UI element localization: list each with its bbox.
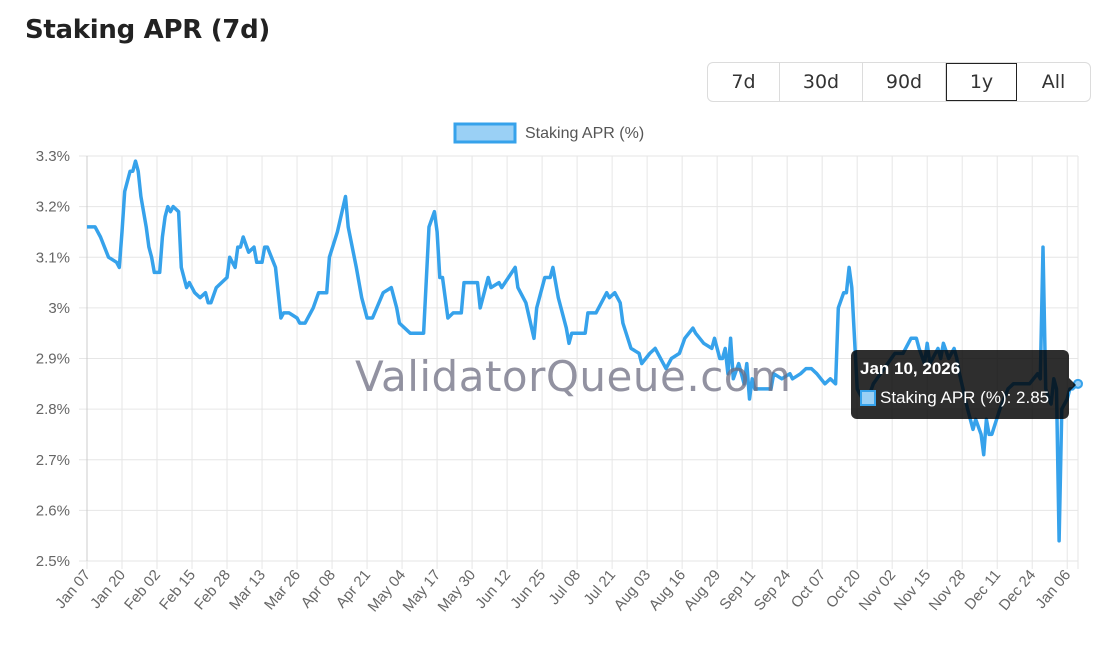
x-tick-label: Nov 15 <box>891 567 935 614</box>
time-range-selector: 7d 30d 90d 1y All <box>707 62 1091 102</box>
y-tick-label: 2.6% <box>36 502 70 519</box>
range-button-7d[interactable]: 7d <box>708 63 780 101</box>
y-tick-label: 3.3% <box>36 148 70 165</box>
x-tick-label: Mar 26 <box>261 567 304 614</box>
range-button-90d[interactable]: 90d <box>863 63 946 101</box>
x-tick-label: Sep 24 <box>751 567 795 614</box>
y-tick-label: 3.1% <box>36 249 70 266</box>
x-tick-label: Aug 29 <box>681 567 725 614</box>
y-tick-label: 2.9% <box>36 351 70 368</box>
x-tick-label: Sep 11 <box>716 567 759 614</box>
range-button-all[interactable]: All <box>1041 71 1066 93</box>
range-button-1y[interactable]: 1y <box>946 63 1017 101</box>
page-title: Staking APR (7d) <box>25 15 270 45</box>
x-tick-label: Nov 28 <box>926 567 970 614</box>
x-tick-label: Jun 12 <box>472 567 514 612</box>
x-tick-label: Jan 06 <box>1032 567 1074 612</box>
x-tick-label: Mar 13 <box>226 567 269 614</box>
x-tick-label: Aug 16 <box>646 567 690 614</box>
y-tick-label: 3% <box>48 300 70 317</box>
y-tick-label: 3.2% <box>36 199 70 216</box>
x-tick-label: Nov 02 <box>856 567 900 614</box>
chart-tooltip: Jan 10, 2026 Staking APR (%): 2.85 <box>851 350 1076 419</box>
x-tick-label: May 30 <box>435 567 480 616</box>
tooltip-title: Jan 10, 2026 <box>860 359 961 378</box>
x-tick-label: Jan 07 <box>52 567 94 612</box>
x-tick-label: Aug 03 <box>611 567 655 614</box>
tooltip-color-swatch <box>860 390 876 406</box>
x-tick-label: Apr 08 <box>298 567 339 612</box>
x-tick-label: Feb 02 <box>121 567 164 614</box>
y-tick-label: 2.7% <box>36 452 70 469</box>
x-tick-label: Jun 25 <box>507 567 549 612</box>
legend-swatch <box>453 122 517 144</box>
x-tick-label: Feb 15 <box>156 567 199 614</box>
tooltip-value: Staking APR (%): 2.85 <box>880 388 1050 407</box>
y-tick-label: 2.5% <box>36 553 70 570</box>
x-tick-label: Feb 28 <box>191 567 234 614</box>
range-button-30d[interactable]: 30d <box>780 63 863 101</box>
legend[interactable]: Staking APR (%) <box>453 122 644 144</box>
x-tick-label: Jul 08 <box>545 567 584 609</box>
y-axis: 2.5% 2.6% 2.7% 2.8% 2.9% 3% 3.1% 3.2% 3.3% <box>36 148 70 570</box>
y-tick-label: 2.8% <box>36 401 70 418</box>
x-tick-label: Dec 11 <box>961 567 1004 613</box>
watermark: ValidatorQueue.com <box>355 352 792 401</box>
x-tick-label: Dec 24 <box>996 567 1040 614</box>
x-tick-label: Oct 07 <box>788 567 829 612</box>
x-tick-label: Jan 20 <box>87 567 129 612</box>
legend-label: Staking APR (%) <box>525 125 644 142</box>
